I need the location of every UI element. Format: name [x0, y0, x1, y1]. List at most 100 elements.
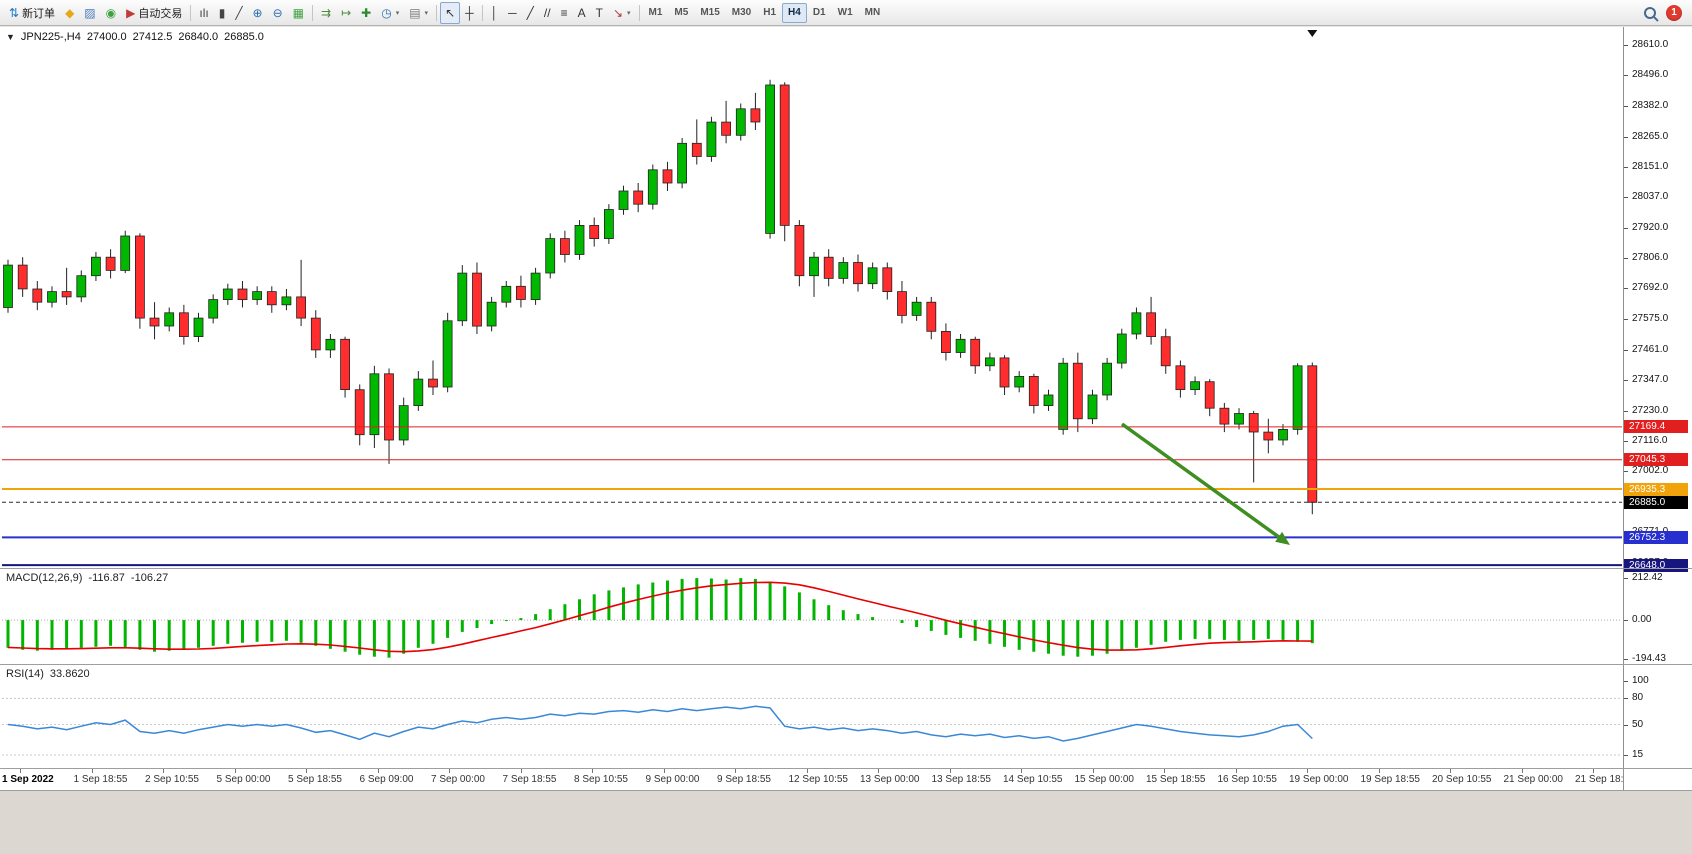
cursor-button[interactable]: ↖ [440, 1, 461, 24]
fibonacci-icon: ≡ [560, 5, 568, 20]
line-chart-button[interactable]: ╱ [230, 2, 247, 24]
timeframe-M5[interactable]: M5 [674, 7, 689, 18]
time-tick [449, 769, 450, 773]
chart-shift-button[interactable]: ↦ [336, 2, 356, 24]
candlestick-chart-icon: ▮ [218, 5, 226, 20]
main-price-chart[interactable] [2, 28, 1622, 568]
indicators-icon: ✚ [361, 5, 372, 20]
horizontal-line-button[interactable]: ─ [503, 2, 522, 24]
time-tick [1521, 769, 1523, 773]
chevron-down-icon: ▾ [627, 9, 631, 17]
macd-axis-label: 0.00 [1632, 614, 1652, 626]
price-tag[interactable]: 27045.3 [1624, 453, 1688, 467]
text-button[interactable]: A [573, 2, 591, 24]
time-label: 16 Sep 10:55 [1217, 774, 1278, 785]
scale-tick-dash [1624, 410, 1628, 412]
notifications-badge[interactable]: 1 [1666, 4, 1682, 21]
trendline-button[interactable]: ╱ [522, 2, 539, 24]
macd-axis-label: 212.42 [1632, 572, 1663, 584]
bar-chart-button[interactable]: ılı [194, 2, 213, 24]
scale-tick-dash [1624, 681, 1628, 682]
chart-shift-marker[interactable] [1307, 30, 1318, 37]
scale-tick-dash [1624, 45, 1628, 47]
macd-panel[interactable] [2, 569, 1622, 664]
fibonacci-button[interactable]: ≡ [556, 2, 573, 24]
zoom-out-button[interactable]: ⊖ [268, 2, 288, 24]
one-click-trading-toggle[interactable]: ▼ [6, 32, 15, 42]
time-label: 21 Sep 18:55 [1575, 774, 1635, 785]
timeframe-W1[interactable]: W1 [837, 7, 853, 18]
scale-tick-dash [1624, 724, 1628, 726]
line-chart-icon: ╱ [235, 5, 243, 20]
profiles-button[interactable]: ▨ [79, 2, 100, 24]
panel-separator-rsi[interactable] [0, 664, 1692, 665]
templates-button[interactable]: ▤ ▾ [404, 2, 433, 24]
timeframe-H1[interactable]: H1 [763, 7, 777, 18]
autotrading-button[interactable]: ▶ 自动交易 [121, 2, 187, 24]
vertical-line-button[interactable]: │ [486, 2, 504, 24]
charts-grid-icon: ◆ [65, 5, 75, 20]
timeframe-H4[interactable]: H4 [782, 2, 807, 23]
time-tick [234, 769, 236, 773]
chart-window[interactable] [0, 27, 1692, 790]
auto-scroll-button[interactable]: ⇉ [316, 2, 336, 24]
arrows-icon: ↘ [612, 5, 623, 20]
time-axis[interactable]: 1 Sep 2022 1 Sep 18:55 2 Sep 10:55 5 Sep 00… [0, 769, 1692, 790]
channel-button[interactable]: // [539, 2, 556, 24]
price-tag[interactable]: 26648.0 [1624, 558, 1688, 572]
crosshair-button[interactable]: ┼ [460, 2, 479, 24]
cursor-icon: ↖ [445, 5, 456, 20]
timeframe-M1[interactable]: M1 [648, 7, 663, 18]
zoom-in-button[interactable]: ⊕ [248, 2, 268, 24]
time-label: 7 Sep 18:55 [502, 774, 557, 785]
price-tick: 28265.0 [1632, 130, 1669, 142]
text-label-button[interactable]: T [591, 2, 608, 24]
channel-icon: // [543, 5, 551, 20]
navigator-button[interactable]: ◉ [101, 2, 121, 24]
timeframe-M30[interactable]: M30 [731, 7, 752, 18]
price-tick: 28610.0 [1632, 39, 1669, 51]
toolbar: ⇅ 新订单 ◆ ▨ ◉ ▶ 自动交易 ılı ▮ ╱ ⊕ ⊖ ▦ ⇉ ↦ ✚ ◷ ▾ ▤ ▾ ↖ ┼ │ ─ ╱//≡ A T ↘ ▾ M… [0, 0, 1692, 26]
candlestick-chart-button[interactable]: ▮ [214, 2, 231, 24]
charts-grid-button[interactable]: ◆ [60, 2, 79, 24]
periods-icon: ◷ [381, 5, 392, 20]
price-tick: 27230.0 [1632, 404, 1669, 416]
rsi-title: RSI(14) [6, 668, 44, 680]
indicators-button[interactable]: ✚ [356, 2, 376, 24]
rsi-axis-label: 50 [1632, 718, 1644, 730]
time-label: 19 Sep 18:55 [1360, 774, 1421, 785]
time-label: 13 Sep 00:00 [860, 774, 920, 785]
timeframe-M15[interactable]: M15 [700, 7, 720, 18]
panel-separator-timeaxis [0, 768, 1692, 769]
price-tag[interactable]: 26935.3 [1624, 482, 1688, 496]
crosshair-icon: ┼ [465, 5, 474, 20]
search-icon[interactable] [1644, 6, 1656, 19]
new-order-button[interactable]: ⇅ 新订单 [4, 2, 60, 24]
arrows-button[interactable]: ↘ ▾ [608, 2, 636, 24]
arrow-annotation[interactable] [1120, 422, 1290, 545]
price-tick: 27347.0 [1632, 373, 1669, 385]
horizontal-line-icon: ─ [508, 5, 517, 20]
timeframe-D1[interactable]: D1 [812, 7, 826, 18]
price-tag[interactable]: 27169.4 [1624, 420, 1688, 434]
toolbar-right: 1 [1644, 4, 1688, 21]
scale-tick-dash [1624, 319, 1628, 321]
panel-separator-macd[interactable] [0, 568, 1692, 569]
price-tag[interactable]: 26885.0 [1624, 495, 1688, 509]
text-label-icon: T [595, 5, 603, 20]
price-tick: 28037.0 [1632, 191, 1669, 203]
horizontal-price-lines[interactable] [2, 426, 1622, 567]
time-label: 8 Sep 10:55 [574, 774, 628, 785]
timeframe-MN[interactable]: MN [864, 7, 881, 18]
text-icon: A [577, 5, 586, 20]
periods-button[interactable]: ◷ ▾ [376, 2, 404, 24]
scale-tick-dash [1624, 754, 1628, 756]
zoom-in-icon: ⊕ [252, 5, 263, 20]
tile-windows-button[interactable]: ▦ [288, 2, 309, 24]
time-tick [377, 769, 379, 773]
time-label: 2 Sep 10:55 [145, 774, 199, 785]
price-tag[interactable]: 26752.3 [1624, 530, 1688, 544]
rsi-panel[interactable] [2, 665, 1622, 768]
price-scale[interactable]: 28610.0 28496.0 28382.0 28265.0 28151.0 28037… [1623, 27, 1692, 790]
time-tick [949, 769, 951, 773]
